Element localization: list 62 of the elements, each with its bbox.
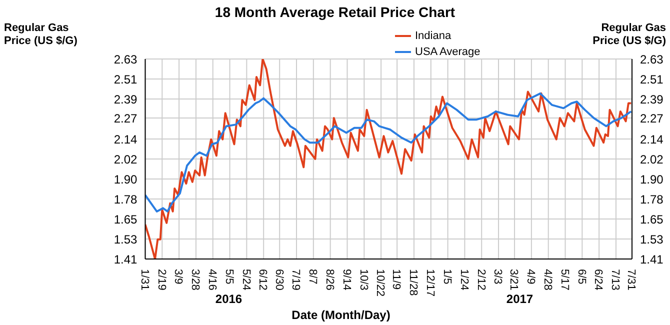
x-tick-label: 2/19 [155, 269, 168, 290]
x-tick-label: 5/5 [222, 269, 235, 284]
y-tick-label: 1.41 [114, 252, 138, 266]
text: 2017 [506, 292, 534, 306]
x-tick-label: 11/28 [407, 269, 420, 296]
x-tick-label: 2/12 [474, 269, 487, 290]
chart-title: 18 Month Average Retail Price Chart [214, 4, 456, 20]
y2-tick-label: 2.14 [640, 132, 664, 146]
y-tick-label: 2.51 [114, 72, 138, 86]
legend-label: Indiana [415, 30, 452, 42]
x-tick-label: 8/7 [306, 269, 319, 284]
y-tick-label: 1.53 [114, 232, 138, 246]
x-tick-label: 6/24 [592, 269, 604, 290]
y-tick-label: 2.02 [114, 152, 138, 166]
x-tick-label: 1/31 [138, 269, 150, 290]
x-tick-label: 1/5 [440, 269, 453, 284]
x-tick-label: 10/3 [357, 269, 370, 290]
x-tick-label: 4/9 [524, 269, 537, 284]
y2-tick-label: 1.41 [640, 252, 664, 266]
text: 2016 [215, 292, 242, 306]
y2-tick-label: 2.27 [640, 111, 664, 126]
y-tick-label: 2.39 [114, 92, 138, 106]
y-tick-label: 2.63 [114, 52, 138, 66]
x-tick-label: 4/16 [206, 269, 218, 290]
x-tick-label: 6/12 [256, 269, 269, 290]
y-tick-label: 1.78 [114, 192, 138, 206]
x-tick-label: 6/5 [575, 269, 588, 284]
x-tick-label: 12/17 [424, 269, 436, 297]
y-tick-label: 1.65 [114, 212, 138, 226]
y2-tick-label: 1.53 [640, 232, 664, 246]
y2-tick-label: 1.90 [640, 172, 664, 186]
x-tick-label: 9/14 [340, 269, 352, 290]
y2-tick-label: 1.78 [640, 192, 664, 206]
x-tick-label: 7/19 [290, 269, 302, 290]
x-tick-label: 5/17 [558, 269, 570, 290]
y2-tick-label: 1.65 [640, 212, 664, 226]
x-tick-label: 4/28 [542, 269, 554, 290]
y-tick-label: 1.90 [114, 172, 138, 186]
x-tick-label: 3/3 [492, 269, 504, 284]
x-tick-label: 5/24 [240, 269, 252, 290]
x-tick-label: 7/13 [609, 269, 622, 290]
legend-label: USA Average [415, 46, 480, 58]
x-tick-label: 7/31 [625, 269, 638, 290]
y2-tick-label: 2.39 [640, 92, 664, 106]
x-tick-label: 3/21 [508, 269, 520, 290]
line-series [145, 59, 632, 259]
x-tick-label: 10/22 [374, 269, 386, 297]
y2-axis-title: Regular Gas Price (US $/G) [592, 22, 666, 48]
x-tick-label: 1/24 [458, 269, 470, 290]
x-tick-label: 11/9 [390, 269, 402, 290]
line-series [145, 92, 632, 212]
x-tick-label: 6/30 [272, 269, 285, 290]
x-tick-label: 8/26 [323, 269, 336, 290]
y-axis-title: Regular Gas Price (US $/G) [4, 22, 78, 48]
x-axis-title: Date (Month/Day) [292, 308, 390, 322]
y-tick-label: 2.27 [114, 111, 138, 126]
y2-tick-label: 2.02 [640, 152, 664, 166]
y2-tick-label: 2.63 [640, 52, 664, 66]
x-tick-label: 3/28 [189, 269, 202, 290]
y2-tick-label: 2.51 [640, 72, 664, 86]
y-tick-label: 2.14 [114, 132, 138, 146]
x-tick-label: 3/9 [172, 269, 184, 284]
